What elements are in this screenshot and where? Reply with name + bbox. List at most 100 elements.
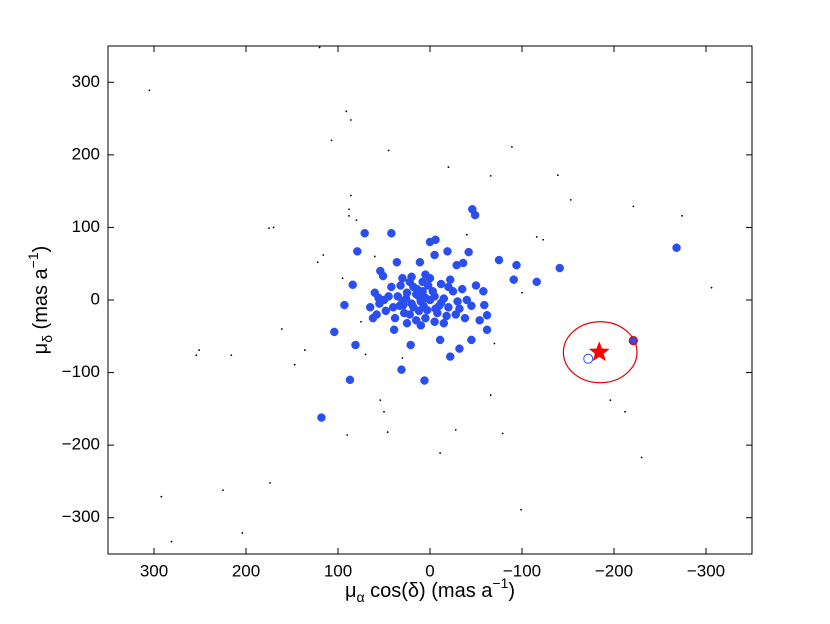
point [393,292,403,301]
point [340,300,349,310]
y-tick-label: 300 [72,72,100,91]
x-axis-label: μα cos(δ) (mas a−1) [345,575,515,605]
point [455,344,464,353]
point [198,349,200,351]
point [348,208,350,211]
point [532,277,541,287]
point [345,110,348,113]
point [422,305,432,315]
point [555,263,564,273]
point [443,247,452,256]
point [494,255,504,265]
point [482,325,492,335]
y-label-part: ) [30,246,52,253]
point [710,286,713,289]
point [195,354,198,357]
point [480,300,489,310]
x-label-part: −1 [492,575,508,591]
point [465,233,468,236]
point [345,375,355,385]
point [316,261,319,264]
point [425,237,435,247]
point [431,304,440,313]
point [348,280,357,290]
point [390,313,400,323]
y-label-part: μ [30,343,52,355]
point [436,279,446,289]
point [387,149,390,152]
x-tick-label: 200 [232,561,260,580]
y-tick-label: 0 [91,289,100,308]
point [418,277,427,287]
point [372,310,381,319]
point [318,46,321,49]
point [420,376,429,385]
point [442,311,451,321]
y-axis-label: μδ (mas a−1) [25,246,55,355]
point [148,89,151,92]
point [457,284,467,294]
point [453,297,462,306]
x-label-part: μ [345,580,357,602]
x-tick-label: −300 [687,561,725,580]
point [341,277,344,280]
x-tick-label: 100 [324,561,352,580]
point [421,313,430,323]
point [272,226,275,229]
point [583,353,594,364]
point [317,413,326,422]
point [397,365,406,374]
point [421,270,430,279]
x-label-part: α [356,589,364,605]
point [376,266,385,276]
point [489,175,492,177]
point [365,303,375,312]
point [681,214,683,217]
point [387,228,396,238]
point [407,272,416,282]
point [475,316,484,325]
point [379,399,382,402]
x-tick-label: 0 [425,561,434,580]
point [569,198,572,201]
point [460,313,470,323]
point [430,250,439,260]
x-tick-label: −100 [503,561,541,580]
point [389,325,399,335]
point [464,247,473,257]
point [364,353,367,356]
point [381,306,391,316]
point [556,174,559,177]
y-tick-label: −200 [62,435,100,454]
point [640,456,643,459]
point [402,318,412,328]
point [520,508,522,511]
x-label-part: ) [508,580,515,602]
x-tick-label: 300 [140,561,168,580]
point [405,310,415,319]
x-label-part: cos(δ) (mas a [365,580,494,602]
point [624,410,626,413]
point [360,228,369,238]
y-tick-label: −300 [62,507,100,526]
point [452,260,461,270]
point [415,258,425,267]
y-label-part: δ [39,335,55,343]
point [348,214,350,217]
point [386,431,389,433]
point [355,219,358,222]
point [542,238,545,241]
y-tick-label: −100 [62,362,100,381]
point [406,340,415,350]
point [467,335,476,345]
point [535,235,538,238]
point [398,273,407,283]
point [430,317,439,327]
point [454,429,457,431]
point [444,303,453,312]
point [230,354,233,357]
point [395,301,404,311]
point [479,287,488,296]
point [392,258,402,267]
